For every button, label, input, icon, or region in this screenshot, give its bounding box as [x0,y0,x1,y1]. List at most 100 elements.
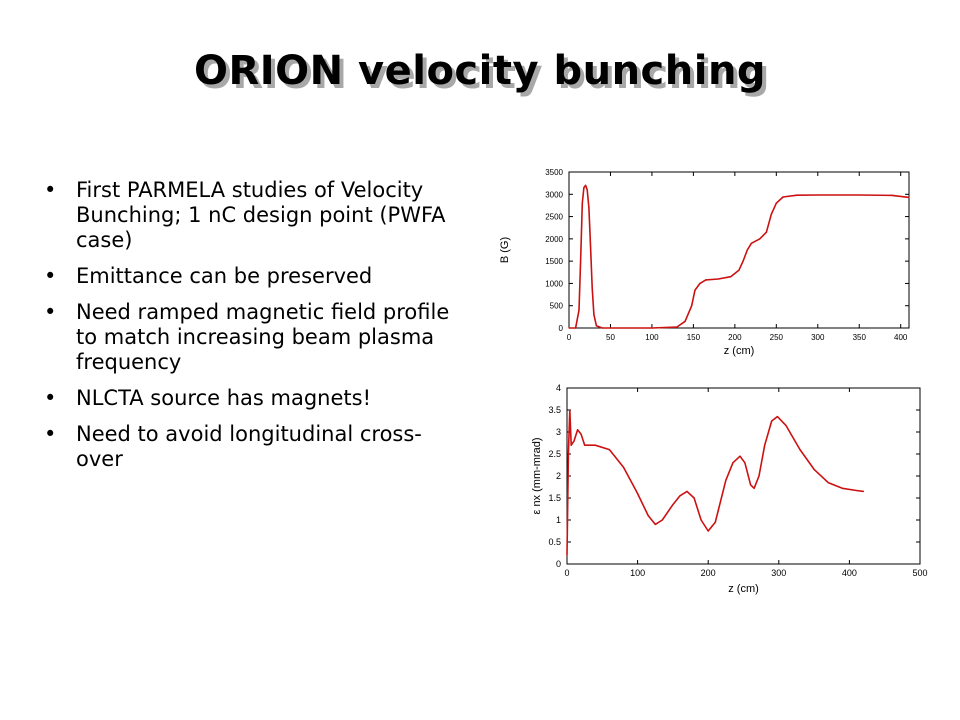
data-point [647,515,649,517]
data-point [566,554,568,556]
bullet-text: Need to avoid longitudinal cross-over [76,422,422,471]
x-tick-label: 350 [853,333,867,342]
data-point [742,260,744,262]
data-point [750,484,752,486]
y-tick-label: 1000 [545,279,563,288]
x-tick-label: 150 [687,333,701,342]
data-point [730,276,732,278]
data-point [732,462,734,464]
x-tick-label: 100 [645,333,659,342]
data-point [855,489,858,492]
y-tick-label: 3500 [545,168,563,177]
data-point [578,309,580,311]
data-point [637,493,639,495]
data-point [891,194,893,196]
data-point [679,495,681,497]
y-axis-label: B (G) [499,237,511,263]
data-point [569,409,571,411]
data-point [686,490,688,492]
data-point [588,207,590,209]
bullet-marker: • [44,264,57,288]
data-point [595,325,597,327]
x-tick-label: 250 [770,333,784,342]
data-point [770,213,772,215]
data-point [661,519,663,521]
data-point [744,462,746,464]
data-point [676,326,678,328]
data-point [699,282,701,284]
data-point [827,482,829,484]
data-point [764,444,766,446]
data-point [753,487,755,489]
data-point [705,279,707,281]
plot-frame [566,387,921,565]
y-tick-label: 500 [550,302,564,311]
data-point [570,444,572,446]
data-point [765,231,767,233]
data-point [591,287,593,289]
bullet-marker: • [44,300,57,324]
data-point [782,196,784,198]
x-tick-label: 0 [567,333,572,342]
data-point [813,468,815,470]
y-tick-label: 0 [556,559,561,569]
data-point [586,189,588,191]
slide-title-shadow: ORION velocity bunching [197,52,771,98]
data-point [908,196,910,198]
x-tick-label: 0 [564,568,569,578]
data-point [738,269,740,271]
series-line [566,409,864,556]
data-point [717,278,719,280]
data-point [672,504,674,506]
data-point [862,490,865,492]
y-tick-label: 1.5 [548,493,561,503]
data-point [796,194,798,196]
slide-title: ORION velocity bunching ORION velocity b… [193,48,770,98]
x-tick-label: 300 [771,568,786,578]
x-tick-label: 500 [912,568,927,578]
x-tick-label: 300 [811,333,825,342]
bullet-marker: • [44,422,57,446]
x-tick-label: 200 [728,333,742,342]
bullet-item: • First PARMELA studies of Velocity Bunch… [44,178,464,253]
y-tick-label: 2.5 [548,449,561,459]
data-point [694,289,696,291]
data-point [700,519,702,521]
data-point [584,444,586,446]
bullet-marker: • [44,178,57,202]
data-point [583,187,585,189]
data-point [585,184,587,186]
data-point [590,247,592,249]
data-point [771,420,773,422]
y-tick-label: 1500 [545,257,563,266]
slide-title-area: ORION velocity bunching ORION velocity b… [0,48,960,98]
series-line [569,184,910,329]
data-point [759,238,761,240]
x-tick-label: 400 [842,568,857,578]
slide-title-text: ORION velocity bunching [193,48,767,94]
data-point [580,433,582,435]
data-point [580,260,582,262]
data-point [601,327,603,329]
data-point [858,194,860,196]
bullet-text: First PARMELA studies of Velocity Bunchi… [76,178,446,252]
data-point [758,475,760,477]
data-point [776,416,778,418]
y-tick-label: 4 [556,383,561,393]
x-tick-label: 400 [894,333,908,342]
data-point [651,327,653,329]
data-point [799,449,801,451]
data-point [577,429,579,431]
y-tick-label: 3.5 [548,405,561,415]
data-point [817,194,819,196]
data-point [573,440,575,442]
bullet-item: • Emittance can be preserved [44,264,464,289]
bullet-item: • Need ramped magnetic field profile to m… [44,300,464,375]
bullet-item: • NLCTA source has magnets! [44,386,464,411]
y-tick-label: 3 [556,427,561,437]
data-point [714,521,716,523]
y-tick-label: 1 [556,515,561,525]
data-point [684,320,686,322]
x-tick-label: 200 [701,568,716,578]
data-point [593,314,595,316]
